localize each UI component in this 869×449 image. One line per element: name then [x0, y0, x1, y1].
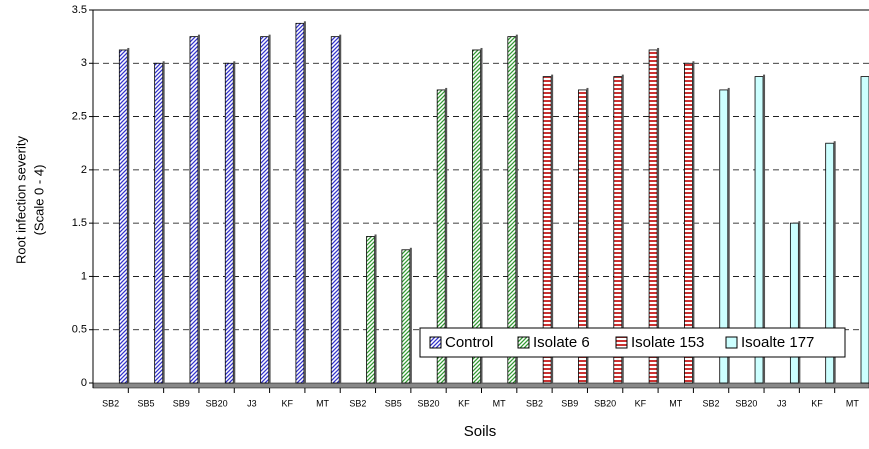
legend-swatch: [517, 336, 530, 349]
bar-side: [551, 74, 554, 383]
x-tick-label: J3: [247, 398, 257, 408]
y-axis-label: Root infection severity: [13, 136, 28, 264]
legend-swatch: [429, 336, 442, 349]
bar: [118, 49, 128, 384]
bar-side: [515, 34, 518, 384]
bar-side: [833, 141, 836, 383]
legend-label: Isoalte 177: [741, 334, 814, 351]
y-tick-label: 3: [81, 57, 87, 69]
x-tick-label: KF: [458, 398, 470, 408]
x-tick-label: SB20: [206, 398, 228, 408]
bar: [189, 36, 199, 384]
x-tick-label: SB2: [349, 398, 366, 408]
x-tick-label: MT: [493, 398, 506, 408]
x-tick-label: SB2: [703, 398, 720, 408]
bar-side: [162, 61, 165, 384]
bar-side: [727, 87, 730, 383]
legend-box: [419, 327, 846, 358]
x-tick-label: SB2: [526, 398, 543, 408]
bar-side: [409, 247, 412, 383]
x-tick-label: J3: [777, 398, 787, 408]
x-tick-label: SB9: [561, 398, 578, 408]
x-tick-label: KF: [635, 398, 647, 408]
y-tick-label: 2: [81, 164, 87, 176]
bar: [260, 36, 269, 384]
floor: [92, 382, 869, 389]
bar: [401, 249, 411, 384]
bar-side: [657, 47, 660, 383]
legend-label: Isolate 153: [631, 334, 704, 351]
x-tick-label: SB20: [594, 398, 616, 408]
bar-side: [692, 61, 695, 384]
y-tick-label: 3.5: [72, 4, 87, 16]
bar-side: [586, 87, 589, 383]
bar: [295, 22, 305, 384]
x-tick-label: SB5: [385, 398, 402, 408]
legend-swatch: [615, 336, 628, 349]
y-tick-label: 0.5: [72, 324, 87, 336]
legend-label: Isolate 6: [533, 334, 590, 351]
x-tick-label: KF: [281, 398, 293, 408]
bar: [154, 62, 164, 384]
x-tick-label: SB20: [735, 398, 757, 408]
bar-side: [339, 34, 342, 384]
bar-side: [480, 47, 483, 383]
y-tick-label: 1: [81, 270, 87, 282]
bar: [330, 36, 340, 384]
bar: [860, 76, 869, 384]
x-tick-label: SB20: [418, 398, 440, 408]
x-tick-label: MT: [846, 398, 859, 408]
bar-side: [798, 221, 801, 383]
x-tick-label: KF: [811, 398, 823, 408]
x-axis-label: Soils: [464, 423, 497, 440]
y-axis-label: (Scale 0 - 4): [31, 165, 46, 236]
bar-side: [763, 74, 766, 383]
bar-side: [374, 234, 377, 383]
y-tick-label: 0: [81, 377, 87, 389]
x-tick-label: SB9: [173, 398, 190, 408]
bar: [366, 236, 375, 384]
bar: [789, 222, 799, 384]
bar-side: [303, 21, 306, 383]
bar-side: [445, 87, 448, 383]
legend-label: Control: [445, 334, 493, 351]
x-tick-label: SB5: [137, 398, 154, 408]
bar-side: [268, 34, 271, 384]
legend-swatch: [725, 336, 738, 349]
bar: [224, 62, 234, 384]
bar-side: [233, 61, 236, 384]
y-tick-label: 1.5: [72, 217, 87, 229]
bar-side: [127, 47, 130, 383]
bar-side: [197, 34, 200, 384]
x-tick-label: MT: [669, 398, 682, 408]
x-tick-label: MT: [316, 398, 329, 408]
y-tick-label: 2.5: [72, 110, 87, 122]
bar-side: [621, 74, 624, 383]
x-tick-label: SB2: [102, 398, 119, 408]
